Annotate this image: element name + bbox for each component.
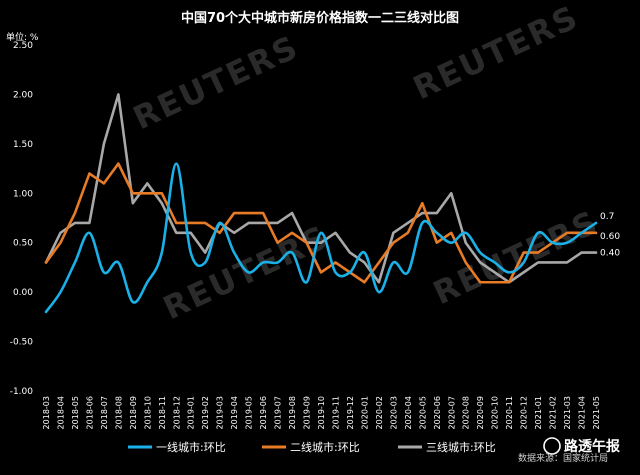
x-tick-label: 2019-10: [317, 396, 326, 429]
x-tick-label: 2021-01: [534, 396, 543, 429]
watermark-text: REUTERS: [427, 203, 604, 313]
x-tick-label: 2021-03: [563, 396, 572, 429]
x-tick-label: 2018-06: [85, 396, 94, 429]
x-tick-label: 2019-07: [274, 396, 283, 429]
y-tick-label: -1.00: [10, 387, 34, 397]
x-tick-label: 2018-11: [158, 396, 167, 429]
x-tick-label: 2020-04: [404, 396, 413, 429]
x-tick-label: 2020-12: [520, 396, 529, 429]
source-note: 数据来源：国家统计局: [518, 452, 608, 464]
x-tick-label: 2019-03: [216, 396, 225, 429]
x-tick-label: 2020-08: [462, 396, 471, 429]
y-tick-label: 1.50: [13, 140, 33, 150]
x-tick-label: 2021-05: [592, 396, 601, 429]
x-tick-label: 2020-02: [375, 396, 384, 429]
x-tick-label: 2020-10: [491, 396, 500, 429]
end-label: 0.60: [600, 232, 620, 242]
x-tick-label: 2019-06: [259, 396, 268, 429]
x-tick-label: 2021-04: [578, 396, 587, 429]
x-tick-label: 2018-07: [100, 396, 109, 429]
x-tick-label: 2019-08: [288, 396, 297, 429]
x-tick-label: 2018-04: [56, 396, 65, 429]
logo-text: 路透午报: [564, 438, 620, 455]
series-line: [44, 93, 598, 284]
x-tick-label: 2019-01: [187, 396, 196, 429]
series-line: [44, 162, 598, 314]
x-tick-label: 2018-10: [143, 396, 152, 429]
y-tick-label: 1.00: [13, 189, 33, 199]
x-tick-label: 2018-12: [172, 396, 181, 429]
y-tick-label: -0.50: [10, 338, 34, 348]
x-tick-label: 2020-01: [360, 396, 369, 429]
series-lines: [44, 93, 598, 314]
x-tick-label: 2020-06: [433, 396, 442, 429]
chart-title: 中国70个大中城市新房价格指数一二三线对比图: [181, 10, 459, 26]
x-tick-label: 2018-09: [129, 396, 138, 429]
x-tick-label: 2020-09: [476, 396, 485, 429]
end-label: 0.40: [600, 249, 620, 259]
legend: 一线城市:环比 二线城市:环比 三线城市:环比: [128, 440, 496, 454]
end-label: 0.7: [600, 212, 614, 222]
y-tick-label: 2.00: [13, 90, 33, 100]
x-tick-label: 2019-12: [346, 396, 355, 429]
logo: 路透午报: [543, 437, 620, 455]
legend-label: 二线城市:环比: [290, 440, 360, 454]
x-tick-label: 2019-04: [230, 396, 239, 429]
x-tick-label: 2020-11: [505, 396, 514, 429]
y-tick-label: 0.00: [13, 288, 33, 298]
x-tick-label: 2018-08: [114, 396, 123, 429]
x-tick-label: 2018-03: [42, 396, 51, 429]
x-tick-label: 2019-05: [245, 396, 254, 429]
watermark-text: REUTERS: [127, 28, 304, 138]
series-line: [44, 162, 598, 284]
y-tick-label: 2.50: [13, 41, 33, 51]
x-tick-label: 2019-02: [201, 396, 210, 429]
legend-label: 三线城市:环比: [426, 440, 496, 454]
x-tick-label: 2018-05: [71, 396, 80, 429]
x-tick-label: 2020-03: [389, 396, 398, 429]
end-labels: 0.7 0.60 0.40: [600, 212, 620, 259]
logo-icon: [543, 437, 561, 455]
x-tick-label: 2019-09: [303, 396, 312, 429]
y-axis: 2.50 2.00 1.50 1.00 0.50 0.00 -0.50 -1.00: [10, 41, 34, 397]
x-tick-label: 2020-07: [447, 396, 456, 429]
legend-label: 一线城市:环比: [156, 440, 226, 454]
y-axis-unit: 单位: %: [6, 31, 39, 43]
x-tick-label: 2019-11: [331, 396, 340, 429]
x-axis: 2018-03 2018-04 2018-05 2018-06 2018-07 2018-…: [42, 396, 601, 429]
x-tick-label: 2020-05: [418, 396, 427, 429]
y-tick-label: 0.50: [13, 239, 33, 249]
x-tick-label: 2021-02: [549, 396, 558, 429]
